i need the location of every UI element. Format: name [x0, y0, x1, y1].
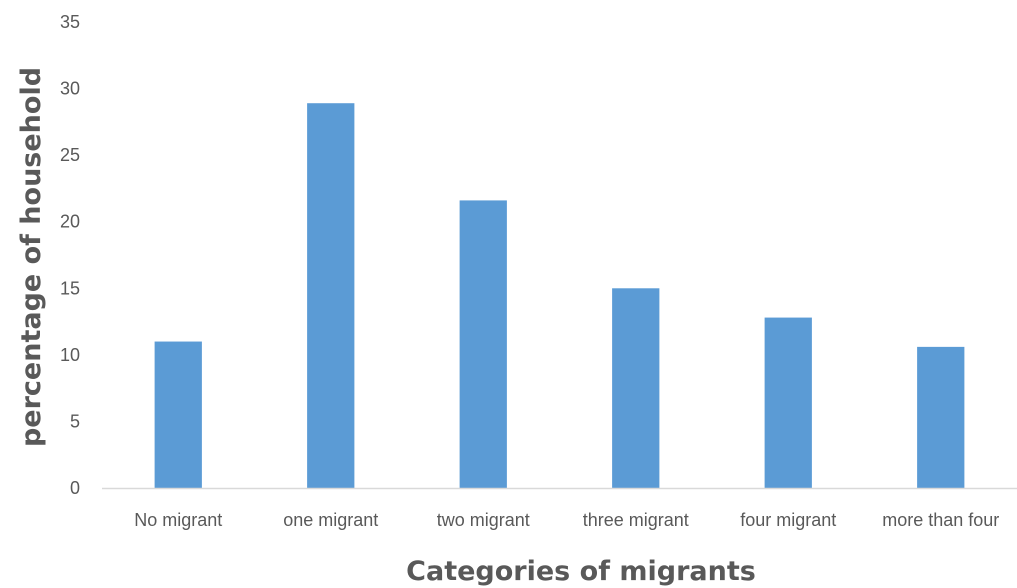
- x-axis-title: Categories of migrants: [406, 556, 756, 587]
- y-tick-label: 5: [70, 411, 80, 431]
- bar: [154, 341, 202, 488]
- bar: [612, 288, 660, 488]
- y-tick-label: 20: [60, 212, 80, 232]
- x-tick-label: four migrant: [740, 510, 836, 530]
- x-tick-label: two migrant: [437, 510, 530, 530]
- bars-group: [154, 103, 965, 489]
- y-axis-ticks: 0 5 10 15 20 25 30 35: [60, 12, 80, 498]
- y-axis-title: percentage of household: [16, 67, 47, 447]
- x-tick-label: more than four: [882, 510, 999, 530]
- y-tick-label: 10: [60, 345, 80, 365]
- bar: [764, 317, 812, 488]
- x-tick-label: No migrant: [134, 510, 222, 530]
- y-tick-label: 15: [60, 278, 80, 298]
- y-tick-label: 35: [60, 12, 80, 32]
- y-tick-label: 25: [60, 145, 80, 165]
- bar: [307, 103, 355, 489]
- y-tick-label: 30: [60, 79, 80, 99]
- x-tick-label: three migrant: [583, 510, 689, 530]
- y-tick-label: 0: [70, 478, 80, 498]
- x-axis-ticks: No migrant one migrant two migrant three mi…: [134, 510, 999, 530]
- x-tick-label: one migrant: [283, 510, 378, 530]
- bar: [459, 200, 507, 488]
- bar: [917, 346, 965, 488]
